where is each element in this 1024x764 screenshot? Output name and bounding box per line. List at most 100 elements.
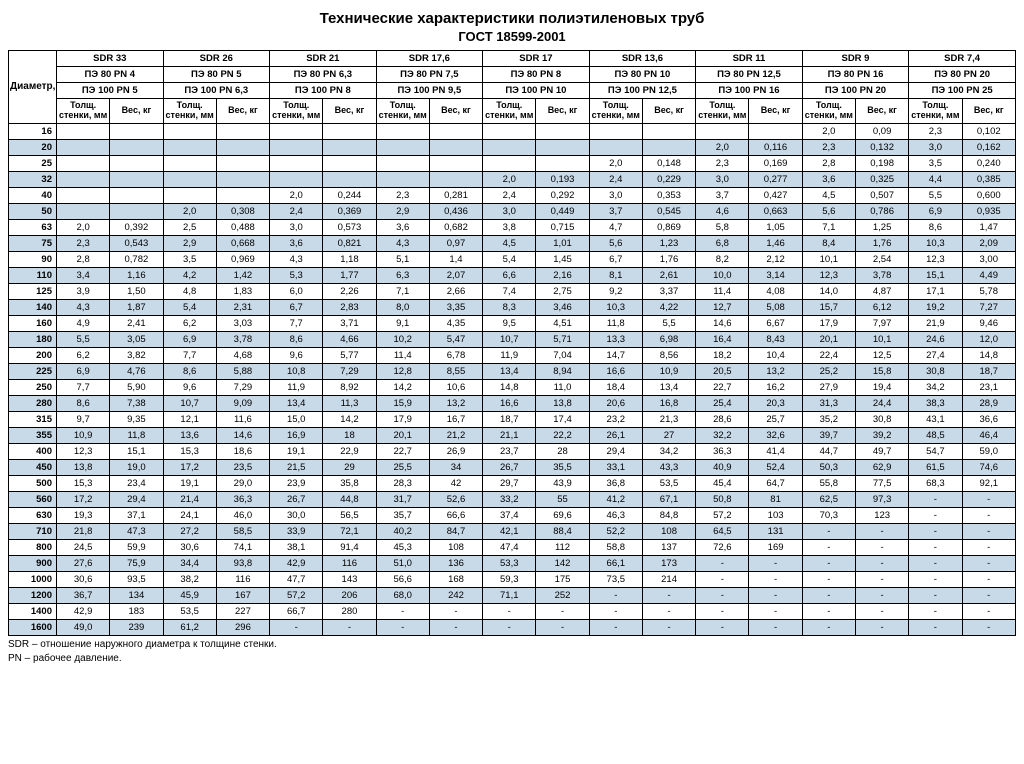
value-cell: 5,3: [270, 267, 323, 283]
value-cell: -: [483, 619, 536, 635]
value-cell: 97,3: [855, 491, 908, 507]
value-cell: [216, 139, 269, 155]
value-cell: 2,9: [376, 203, 429, 219]
weight-header: Вес, кг: [429, 99, 482, 124]
value-cell: 103: [749, 507, 802, 523]
value-cell: 8,6: [270, 331, 323, 347]
value-cell: 16,4: [696, 331, 749, 347]
value-cell: 6,9: [909, 203, 962, 219]
value-cell: 4,9: [57, 315, 110, 331]
value-cell: 28,3: [376, 475, 429, 491]
value-cell: 0,369: [323, 203, 376, 219]
value-cell: 19,0: [110, 459, 163, 475]
value-cell: -: [696, 555, 749, 571]
value-cell: 68,0: [376, 587, 429, 603]
value-cell: 14,6: [696, 315, 749, 331]
value-cell: 27,9: [802, 379, 855, 395]
value-cell: [429, 123, 482, 139]
value-cell: 92,1: [962, 475, 1015, 491]
value-cell: 6,6: [483, 267, 536, 283]
value-cell: 5,6: [802, 203, 855, 219]
diameter-cell: 32: [9, 171, 57, 187]
value-cell: 3,78: [855, 267, 908, 283]
value-cell: 47,4: [483, 539, 536, 555]
table-row: 1805,53,056,93,788,64,6610,25,4710,75,71…: [9, 331, 1016, 347]
value-cell: 1,01: [536, 235, 589, 251]
value-cell: 0,385: [962, 171, 1015, 187]
value-cell: 9,2: [589, 283, 642, 299]
value-cell: 59,0: [962, 443, 1015, 459]
value-cell: 22,2: [536, 427, 589, 443]
value-cell: 3,0: [696, 171, 749, 187]
value-cell: -: [323, 619, 376, 635]
value-cell: 13,8: [536, 395, 589, 411]
value-cell: 0,198: [855, 155, 908, 171]
value-cell: 2,26: [323, 283, 376, 299]
diameter-cell: 20: [9, 139, 57, 155]
value-cell: 18: [323, 427, 376, 443]
value-cell: 3,6: [802, 171, 855, 187]
value-cell: 38,2: [163, 571, 216, 587]
spec-table: Диаметр, ммSDR 33SDR 26SDR 21SDR 17,6SDR…: [8, 50, 1016, 636]
value-cell: 116: [323, 555, 376, 571]
value-cell: 8,3: [483, 299, 536, 315]
value-cell: 51,0: [376, 555, 429, 571]
value-cell: 3,03: [216, 315, 269, 331]
value-cell: 21,4: [163, 491, 216, 507]
value-cell: 41,2: [589, 491, 642, 507]
value-cell: 26,7: [483, 459, 536, 475]
value-cell: 0,545: [642, 203, 695, 219]
value-cell: 3,6: [270, 235, 323, 251]
value-cell: [270, 171, 323, 187]
value-cell: 12,0: [962, 331, 1015, 347]
sdr-header: SDR 33: [57, 51, 164, 67]
value-cell: -: [376, 619, 429, 635]
value-cell: 0,786: [855, 203, 908, 219]
footnote-sdr: SDR – отношение наружного диаметра к тол…: [8, 639, 1016, 650]
value-cell: 1,25: [855, 219, 908, 235]
value-cell: 1,46: [749, 235, 802, 251]
value-cell: 56,5: [323, 507, 376, 523]
value-cell: 14,8: [483, 379, 536, 395]
value-cell: 57,2: [270, 587, 323, 603]
value-cell: 22,7: [376, 443, 429, 459]
value-cell: 36,7: [57, 587, 110, 603]
diameter-cell: 355: [9, 427, 57, 443]
diameter-cell: 800: [9, 539, 57, 555]
value-cell: 0,132: [855, 139, 908, 155]
wall-header: Толщ. стенки, мм: [483, 99, 536, 124]
value-cell: -: [642, 619, 695, 635]
value-cell: 2,0: [483, 171, 536, 187]
value-cell: 75,9: [110, 555, 163, 571]
value-cell: [589, 123, 642, 139]
value-cell: 36,6: [962, 411, 1015, 427]
table-row: 322,00,1932,40,2293,00,2773,60,3254,40,3…: [9, 171, 1016, 187]
value-cell: 12,1: [163, 411, 216, 427]
value-cell: 13,2: [429, 395, 482, 411]
value-cell: 2,0: [163, 203, 216, 219]
diameter-cell: 125: [9, 283, 57, 299]
value-cell: 15,7: [802, 299, 855, 315]
value-cell: 16,7: [429, 411, 482, 427]
value-cell: 18,7: [962, 363, 1015, 379]
value-cell: 57,2: [696, 507, 749, 523]
value-cell: 0,935: [962, 203, 1015, 219]
value-cell: 24,5: [57, 539, 110, 555]
value-cell: 5,77: [323, 347, 376, 363]
value-cell: -: [749, 587, 802, 603]
value-cell: 54,7: [909, 443, 962, 459]
value-cell: 19,4: [855, 379, 908, 395]
wall-header: Толщ. стенки, мм: [270, 99, 323, 124]
value-cell: 35,7: [376, 507, 429, 523]
value-cell: 8,92: [323, 379, 376, 395]
value-cell: 6,0: [270, 283, 323, 299]
value-cell: 1,16: [110, 267, 163, 283]
value-cell: -: [802, 555, 855, 571]
value-cell: 2,4: [589, 171, 642, 187]
value-cell: -: [696, 587, 749, 603]
table-row: 56017,229,421,436,326,744,831,752,633,25…: [9, 491, 1016, 507]
value-cell: -: [589, 587, 642, 603]
value-cell: 9,6: [270, 347, 323, 363]
value-cell: [376, 123, 429, 139]
value-cell: 50,8: [696, 491, 749, 507]
